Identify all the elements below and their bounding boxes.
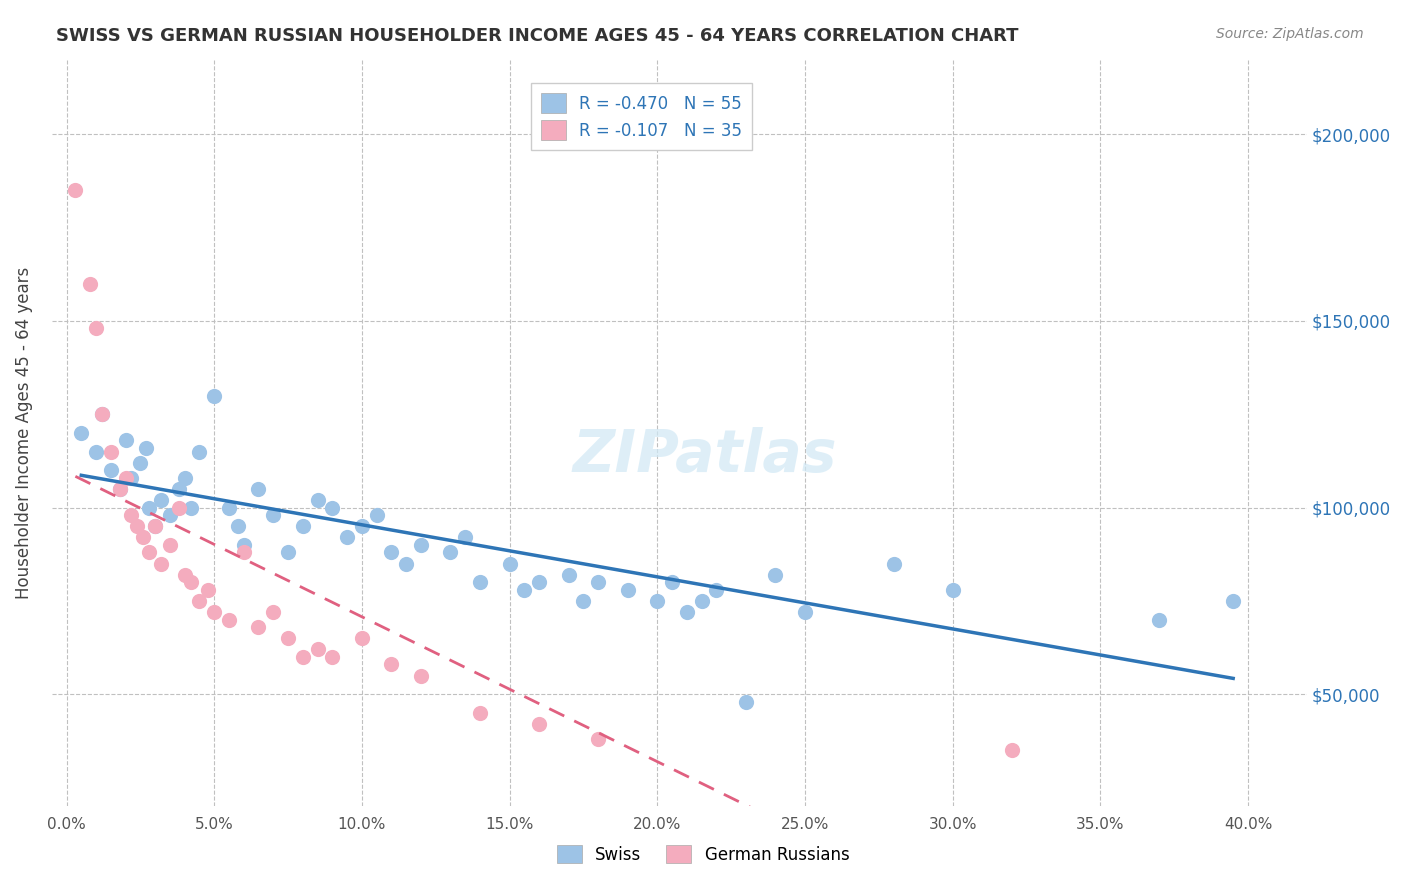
Point — [100, 444, 122, 458]
Point — [232, 538, 254, 552]
Point — [127, 519, 149, 533]
Point — [409, 538, 432, 552]
Legend: Swiss, German Russians: Swiss, German Russians — [550, 838, 856, 871]
Point — [65, 183, 87, 197]
Point — [321, 500, 343, 515]
Point — [180, 575, 202, 590]
Point — [572, 594, 595, 608]
Point — [704, 582, 727, 597]
Point — [661, 575, 683, 590]
Point — [350, 632, 373, 646]
Point — [942, 582, 965, 597]
Point — [188, 594, 211, 608]
Point — [734, 695, 756, 709]
Point — [350, 519, 373, 533]
Y-axis label: Householder Income Ages 45 - 64 years: Householder Income Ages 45 - 64 years — [15, 267, 32, 599]
Point — [202, 389, 225, 403]
Point — [108, 482, 131, 496]
Text: Source: ZipAtlas.com: Source: ZipAtlas.com — [1216, 27, 1364, 41]
Point — [108, 482, 131, 496]
Point — [150, 557, 173, 571]
Point — [167, 482, 190, 496]
Point — [121, 508, 143, 522]
Point — [202, 605, 225, 619]
Point — [129, 456, 152, 470]
Point — [1149, 613, 1171, 627]
Point — [527, 575, 550, 590]
Point — [277, 545, 299, 559]
Legend: R = -0.470   N = 55, R = -0.107   N = 35: R = -0.470 N = 55, R = -0.107 N = 35 — [531, 83, 752, 150]
Point — [100, 463, 122, 477]
Point — [84, 321, 107, 335]
Point — [527, 717, 550, 731]
Point — [150, 493, 173, 508]
Point — [167, 500, 190, 515]
Point — [763, 567, 786, 582]
Point — [218, 613, 240, 627]
Point — [291, 519, 314, 533]
Point — [70, 425, 93, 440]
Point — [138, 500, 160, 515]
Point — [586, 732, 609, 747]
Point — [143, 519, 166, 533]
Point — [91, 407, 114, 421]
Point — [247, 620, 270, 634]
Point — [336, 531, 359, 545]
Point — [247, 482, 270, 496]
Point — [84, 444, 107, 458]
Text: ZIPatlas: ZIPatlas — [572, 427, 837, 483]
Point — [513, 582, 536, 597]
Point — [132, 531, 155, 545]
Point — [180, 500, 202, 515]
Point — [143, 519, 166, 533]
Point — [91, 407, 114, 421]
Point — [159, 508, 181, 522]
Point — [232, 545, 254, 559]
Point — [439, 545, 461, 559]
Point — [79, 277, 101, 291]
Point — [218, 500, 240, 515]
Point — [159, 538, 181, 552]
Point — [380, 545, 402, 559]
Point — [138, 545, 160, 559]
Point — [197, 582, 219, 597]
Point — [380, 657, 402, 672]
Point — [307, 642, 329, 657]
Point — [498, 557, 520, 571]
Point — [468, 706, 491, 720]
Point — [226, 519, 249, 533]
Point — [114, 471, 136, 485]
Point — [1001, 743, 1024, 757]
Point — [262, 605, 284, 619]
Point — [675, 605, 697, 619]
Point — [121, 471, 143, 485]
Point — [366, 508, 388, 522]
Point — [173, 567, 195, 582]
Point — [135, 441, 157, 455]
Point — [645, 594, 668, 608]
Point — [291, 649, 314, 664]
Point — [616, 582, 638, 597]
Text: SWISS VS GERMAN RUSSIAN HOUSEHOLDER INCOME AGES 45 - 64 YEARS CORRELATION CHART: SWISS VS GERMAN RUSSIAN HOUSEHOLDER INCO… — [56, 27, 1019, 45]
Point — [690, 594, 713, 608]
Point — [262, 508, 284, 522]
Point — [277, 632, 299, 646]
Point — [321, 649, 343, 664]
Point — [1222, 594, 1244, 608]
Point — [468, 575, 491, 590]
Point — [188, 444, 211, 458]
Point — [557, 567, 579, 582]
Point — [586, 575, 609, 590]
Point — [793, 605, 815, 619]
Point — [114, 434, 136, 448]
Point — [409, 668, 432, 682]
Point — [173, 471, 195, 485]
Point — [395, 557, 418, 571]
Point — [454, 531, 477, 545]
Point — [307, 493, 329, 508]
Point — [883, 557, 905, 571]
